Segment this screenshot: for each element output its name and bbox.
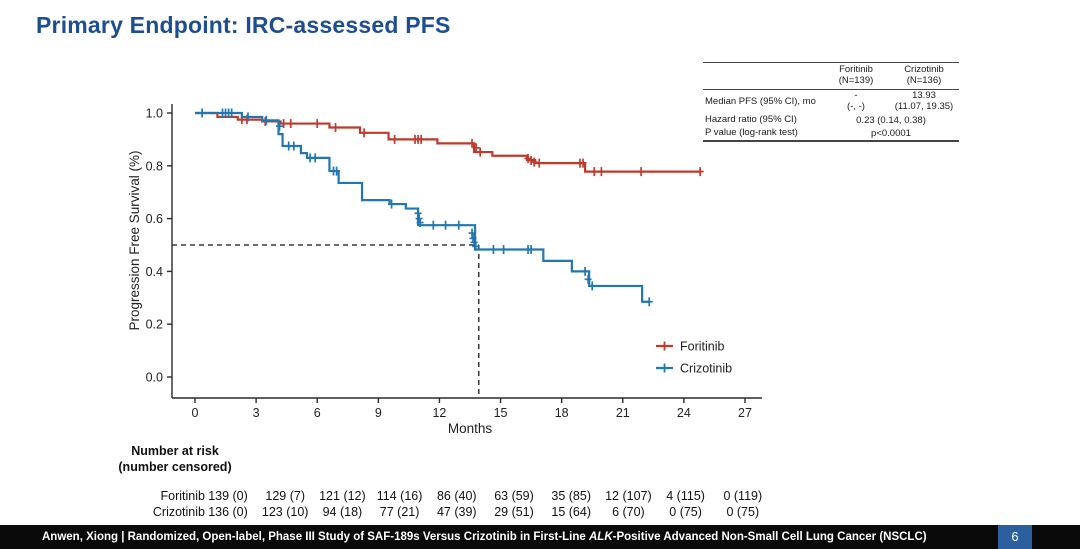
page-number-badge: 6 [998,525,1032,549]
footer-text-italic: ALK [589,531,613,543]
stats-col-name: Crizotinib [904,64,944,75]
footer-text-part2: -Positive Advanced Non-Small Cell Lung C… [612,531,927,543]
y-tick-label: 0.4 [146,265,163,279]
legend-label-crizotinib: Crizotinib [680,362,732,376]
stats-pvalue-value: p<0.0001 [871,127,911,139]
y-tick-label: 1.0 [146,107,163,121]
x-tick-label: 24 [677,406,691,420]
footer-citation: Anwen, Xiong | Randomized, Open-label, P… [42,525,927,549]
y-tick-label: 0.2 [146,318,163,332]
stats-col-n: (N=136) [906,74,942,86]
median-ci: (11.07, 19.35) [894,100,954,112]
stats-header-crizotinib: Crizotinib (N=136) [889,64,959,87]
y-tick-label: 0.8 [146,159,163,173]
x-tick-label: 27 [738,406,752,420]
x-tick-label: 0 [192,406,199,420]
stats-row-median-label: Median PFS (95% CI), mo [705,95,816,107]
crizotinib-curve [195,111,650,303]
stats-hazard-value: 0.23 (0.14, 0.38) [856,114,926,126]
stats-col-name: Foritinib [839,64,873,75]
x-tick-label: 15 [494,406,508,420]
y-tick-label: 0.6 [146,212,163,226]
stats-header-foritinib: Foritinib (N=139) [823,64,889,87]
y-axis-title: Progression Free Survival (%) [127,150,142,330]
stats-col-n: (N=139) [838,74,874,86]
footer-text-part1: Anwen, Xiong | Randomized, Open-label, P… [42,531,589,543]
x-tick-label: 18 [555,406,569,420]
slide-title: Primary Endpoint: IRC-assessed PFS [36,12,451,38]
x-axis-title: Months [448,421,493,436]
x-tick-label: 21 [616,406,630,420]
y-tick-label: 0.0 [146,371,163,385]
median-ci: (-, -) [847,100,865,112]
median-value: - [854,89,858,101]
stats-median-crizotinib: 13.93 (11.07, 19.35) [889,89,959,113]
x-tick-label: 3 [253,406,260,420]
stats-row-hazard-label: Hazard ratio (95% CI) [705,113,797,125]
footer-bar: Anwen, Xiong | Randomized, Open-label, P… [0,525,1080,549]
stats-table: Foritinib (N=139) Crizotinib (N=136) Med… [703,62,959,142]
legend-label-foritinib: Foritinib [680,340,725,354]
x-tick-label: 6 [314,406,321,420]
stats-median-foritinib: - (-, -) [823,89,889,113]
x-tick-label: 12 [432,406,446,420]
stats-row-pvalue-label: P value (log-rank test) [705,126,798,138]
median-value: 13.93 [912,89,936,101]
foritinib-curve [195,111,701,173]
x-tick-label: 9 [375,406,382,420]
